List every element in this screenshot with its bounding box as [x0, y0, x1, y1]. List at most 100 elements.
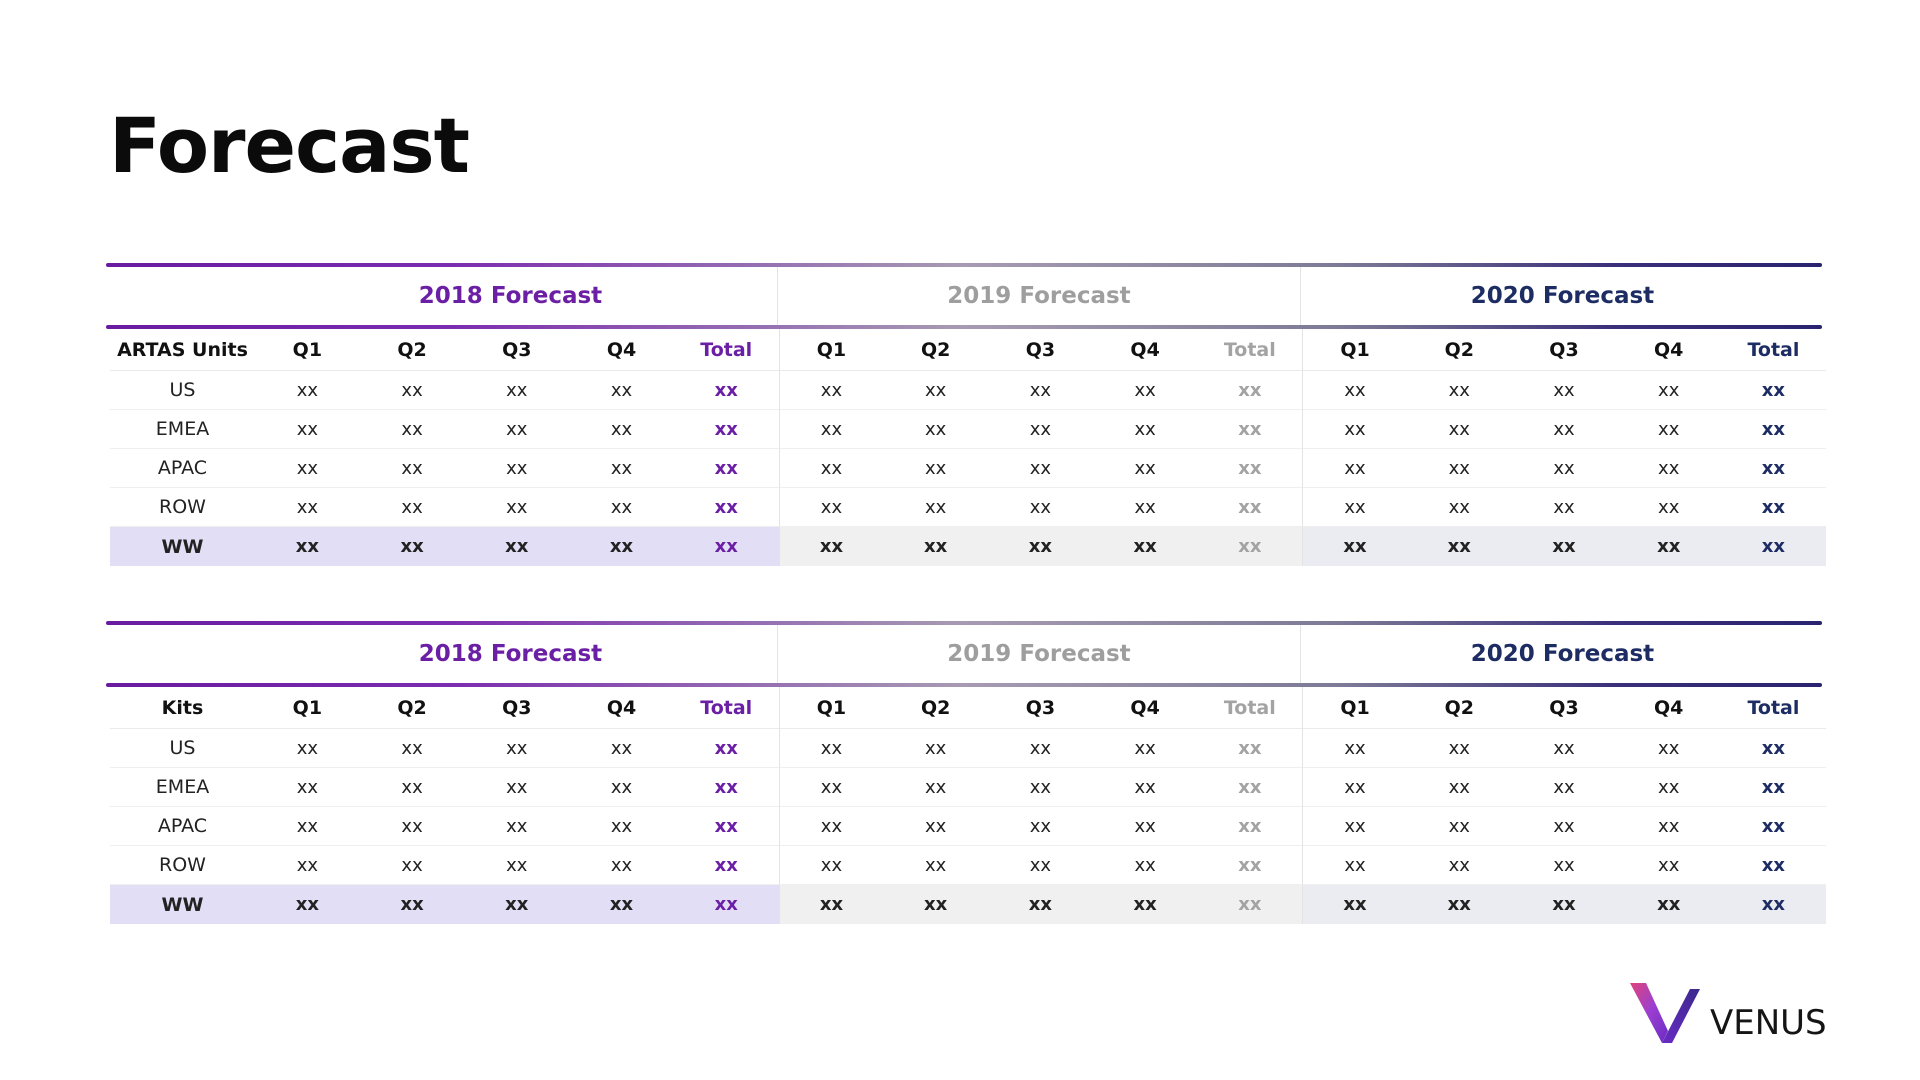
row-label: EMEA [110, 410, 255, 449]
venus-v-logo-icon [1630, 983, 1700, 1043]
value-cell: xx [1511, 807, 1617, 846]
value-cell: xx [988, 371, 1093, 410]
year-group-header: 2019 Forecast [777, 625, 1300, 683]
value-cell: xx [988, 846, 1093, 885]
column-header: Q3 [1511, 687, 1617, 729]
value-cell: xx [569, 729, 674, 768]
value-cell: xx [1616, 488, 1722, 527]
value-cell: xx [988, 449, 1093, 488]
value-cell: xx [569, 885, 674, 924]
value-cell: xx [359, 768, 465, 807]
value-cell: xx [255, 885, 360, 924]
value-cell: xx [988, 729, 1093, 768]
page-title: Forecast [109, 101, 470, 190]
corner-label: ARTAS Units [110, 329, 255, 371]
column-header: Q2 [883, 329, 989, 371]
value-cell: xx [1302, 729, 1407, 768]
value-cell: xx [569, 846, 674, 885]
value-cell: xx [255, 768, 360, 807]
value-cell: xx [778, 846, 884, 885]
total-cell: xx [1197, 410, 1303, 449]
value-cell: xx [1616, 846, 1722, 885]
value-cell: xx [359, 807, 465, 846]
value-cell: xx [1406, 371, 1512, 410]
value-cell: xx [1511, 488, 1617, 527]
artas-units-forecast-table: 2018 Forecast 2019 Forecast 2020 Forecast A… [106, 263, 1826, 566]
value-cell: xx [778, 449, 884, 488]
value-cell: xx [464, 527, 570, 566]
total-cell: xx [1721, 846, 1826, 885]
value-cell: xx [1092, 488, 1198, 527]
value-cell: xx [883, 410, 989, 449]
value-cell: xx [1511, 846, 1617, 885]
value-cell: xx [569, 449, 674, 488]
value-cell: xx [1092, 527, 1198, 566]
value-cell: xx [255, 846, 360, 885]
value-cell: xx [1092, 807, 1198, 846]
column-header: Total [1197, 329, 1303, 371]
value-cell: xx [1092, 410, 1198, 449]
value-cell: xx [883, 729, 989, 768]
total-cell: xx [1721, 371, 1826, 410]
column-header: Q2 [1406, 329, 1512, 371]
value-cell: xx [1616, 885, 1722, 924]
value-cell: xx [1616, 410, 1722, 449]
venus-logo: VENUS [1628, 975, 1828, 1045]
corner-label: Kits [110, 687, 255, 729]
value-cell: xx [255, 449, 360, 488]
value-cell: xx [1511, 885, 1617, 924]
total-cell: xx [673, 768, 779, 807]
total-cell: xx [673, 410, 779, 449]
value-cell: xx [255, 807, 360, 846]
venus-logo-text: VENUS [1710, 1003, 1827, 1043]
value-cell: xx [988, 410, 1093, 449]
year-group-header: 2020 Forecast [1300, 267, 1824, 325]
year-group-header-row: 2018 Forecast 2019 Forecast 2020 Forecast [106, 625, 1822, 683]
value-cell: xx [988, 527, 1093, 566]
value-cell: xx [1616, 449, 1722, 488]
value-cell: xx [883, 846, 989, 885]
value-cell: xx [359, 371, 465, 410]
value-cell: xx [1511, 768, 1617, 807]
column-header: Q1 [778, 687, 884, 729]
value-cell: xx [464, 846, 570, 885]
value-cell: xx [1302, 846, 1407, 885]
kits-forecast-table: 2018 Forecast 2019 Forecast 2020 Forecast K… [106, 621, 1826, 924]
column-header: Q3 [464, 687, 570, 729]
total-cell: xx [673, 729, 779, 768]
total-cell: xx [1197, 449, 1303, 488]
value-cell: xx [255, 488, 360, 527]
column-header: Total [1721, 329, 1826, 371]
total-cell: xx [1197, 885, 1303, 924]
row-label: EMEA [110, 768, 255, 807]
row-label: APAC [110, 807, 255, 846]
total-cell: xx [1197, 488, 1303, 527]
value-cell: xx [1302, 449, 1407, 488]
value-cell: xx [255, 729, 360, 768]
value-cell: xx [255, 371, 360, 410]
total-cell: xx [1721, 885, 1826, 924]
total-cell: xx [673, 371, 779, 410]
column-header: Total [1197, 687, 1303, 729]
value-cell: xx [1302, 527, 1407, 566]
column-header: Q3 [988, 687, 1093, 729]
value-cell: xx [464, 410, 570, 449]
year-group-header-row: 2018 Forecast 2019 Forecast 2020 Forecast [106, 267, 1822, 325]
total-cell: xx [673, 449, 779, 488]
value-cell: xx [1616, 807, 1722, 846]
total-cell: xx [673, 807, 779, 846]
column-header: Q2 [1406, 687, 1512, 729]
value-cell: xx [1406, 729, 1512, 768]
value-cell: xx [1511, 729, 1617, 768]
value-cell: xx [1092, 729, 1198, 768]
total-cell: xx [1197, 729, 1303, 768]
value-cell: xx [569, 488, 674, 527]
column-header: Total [1721, 687, 1826, 729]
value-cell: xx [1616, 371, 1722, 410]
value-cell: xx [1511, 371, 1617, 410]
total-cell: xx [1721, 527, 1826, 566]
value-cell: xx [778, 410, 884, 449]
year-group-header: 2019 Forecast [777, 267, 1300, 325]
value-cell: xx [1406, 449, 1512, 488]
column-header: Q3 [464, 329, 570, 371]
